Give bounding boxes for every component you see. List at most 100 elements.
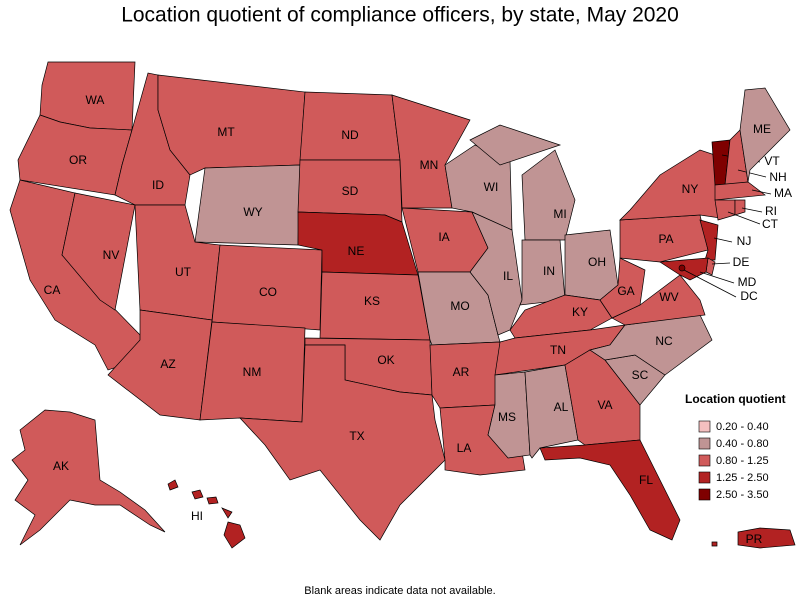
leader-line: [711, 262, 731, 265]
state: TX: [239, 344, 446, 541]
state-label: MT: [217, 125, 235, 139]
state-shape: [734, 199, 746, 216]
state-shape: [221, 507, 233, 519]
state-label: SC: [632, 368, 649, 382]
state-label: ME: [753, 122, 771, 136]
state-label: AZ: [160, 357, 175, 371]
leader-line: [699, 271, 735, 284]
state-shape: [11, 409, 166, 546]
state-label: NY: [682, 182, 699, 196]
state-shape: [521, 149, 576, 241]
state: MI: [469, 124, 576, 241]
state: OH: [564, 229, 619, 301]
state-label: AK: [53, 459, 69, 473]
state-shape: [61, 192, 136, 311]
state-label: VA: [597, 398, 612, 412]
state: IN: [519, 239, 566, 306]
state-label: NM: [243, 365, 262, 379]
state-label: CA: [44, 283, 61, 297]
state: NH: [724, 129, 787, 186]
state-label: MI: [553, 207, 566, 221]
state-label: MD: [738, 275, 757, 289]
state: NJ: [699, 219, 752, 261]
state-shape: [619, 149, 721, 221]
state: DC: [678, 264, 758, 303]
state-label: VT: [764, 154, 780, 168]
leader-line: [737, 169, 767, 178]
state-label: OH: [588, 255, 606, 269]
state-shape: [191, 489, 204, 500]
legend-swatch: [698, 471, 711, 484]
state-shape: [711, 541, 718, 547]
leader-line: [727, 211, 761, 225]
state-label: NV: [103, 248, 120, 262]
state-label: RI: [765, 204, 777, 218]
state-label: MN: [420, 158, 439, 172]
state-label: PA: [658, 232, 673, 246]
state-label: IN: [543, 264, 555, 278]
state-label: ND: [341, 128, 359, 142]
state: RI: [734, 199, 777, 218]
legend-title: Location quotient: [685, 392, 786, 406]
state-label: WV: [659, 290, 678, 304]
state: HI: [167, 479, 246, 549]
state: WI: [444, 144, 513, 231]
state-shape: [589, 314, 713, 376]
legend-swatch: [698, 420, 711, 433]
state: PA: [619, 214, 709, 263]
state-label: TN: [550, 343, 566, 357]
state-label: UT: [175, 265, 192, 279]
state-shape: [469, 211, 523, 336]
state-shape: [714, 199, 736, 221]
leader-line: [713, 237, 733, 243]
state-shape: [223, 521, 246, 549]
state-label: KS: [364, 294, 380, 308]
state-shape: [206, 496, 219, 505]
state-label: SD: [342, 184, 359, 198]
map-title: Location quotient of compliance officers…: [121, 4, 679, 27]
state: NY: [619, 149, 721, 221]
legend-label: 0.80 - 1.25: [716, 455, 769, 467]
state-label: NJ: [737, 234, 752, 248]
legend-swatch: [698, 454, 711, 467]
state-label: FL: [639, 473, 653, 487]
state: PR: [711, 527, 796, 549]
state: VT: [711, 139, 780, 186]
state-label: TX: [349, 429, 364, 443]
state-label: AL: [554, 400, 569, 414]
state-label: DC: [740, 289, 758, 303]
state: MD: [658, 257, 757, 289]
state-label: NC: [655, 334, 673, 348]
state: CT: [714, 199, 779, 231]
state-shape: [737, 527, 796, 549]
state-label: WY: [243, 205, 262, 219]
footnote: Blank areas indicate data not available.: [304, 585, 495, 597]
state-shape: [519, 239, 566, 306]
state-label: WA: [86, 93, 105, 107]
state-label: ID: [152, 178, 164, 192]
legend-label: 2.50 - 3.50: [716, 489, 769, 501]
state-label: AR: [453, 365, 470, 379]
state: MT: [157, 74, 306, 176]
legend-label: 0.20 - 0.40: [716, 421, 769, 433]
leader-line: [751, 189, 772, 195]
state-label: IL: [503, 269, 513, 283]
leader-line: [683, 269, 737, 298]
state-label: KY: [572, 305, 588, 319]
state-label: OR: [69, 153, 87, 167]
state-label: NE: [348, 244, 365, 258]
legend-label: 1.25 - 2.50: [716, 472, 769, 484]
state-shape: [299, 91, 401, 161]
state-label: HI: [191, 509, 203, 523]
state: CO: [211, 244, 323, 331]
state: KS: [319, 271, 431, 341]
state-label: IA: [438, 230, 449, 244]
state: MN: [391, 94, 471, 209]
leader-line: [741, 207, 763, 213]
state: AK: [11, 409, 166, 546]
state-label: LA: [457, 441, 472, 455]
legend-swatch: [698, 437, 711, 450]
state: AR: [429, 341, 501, 409]
